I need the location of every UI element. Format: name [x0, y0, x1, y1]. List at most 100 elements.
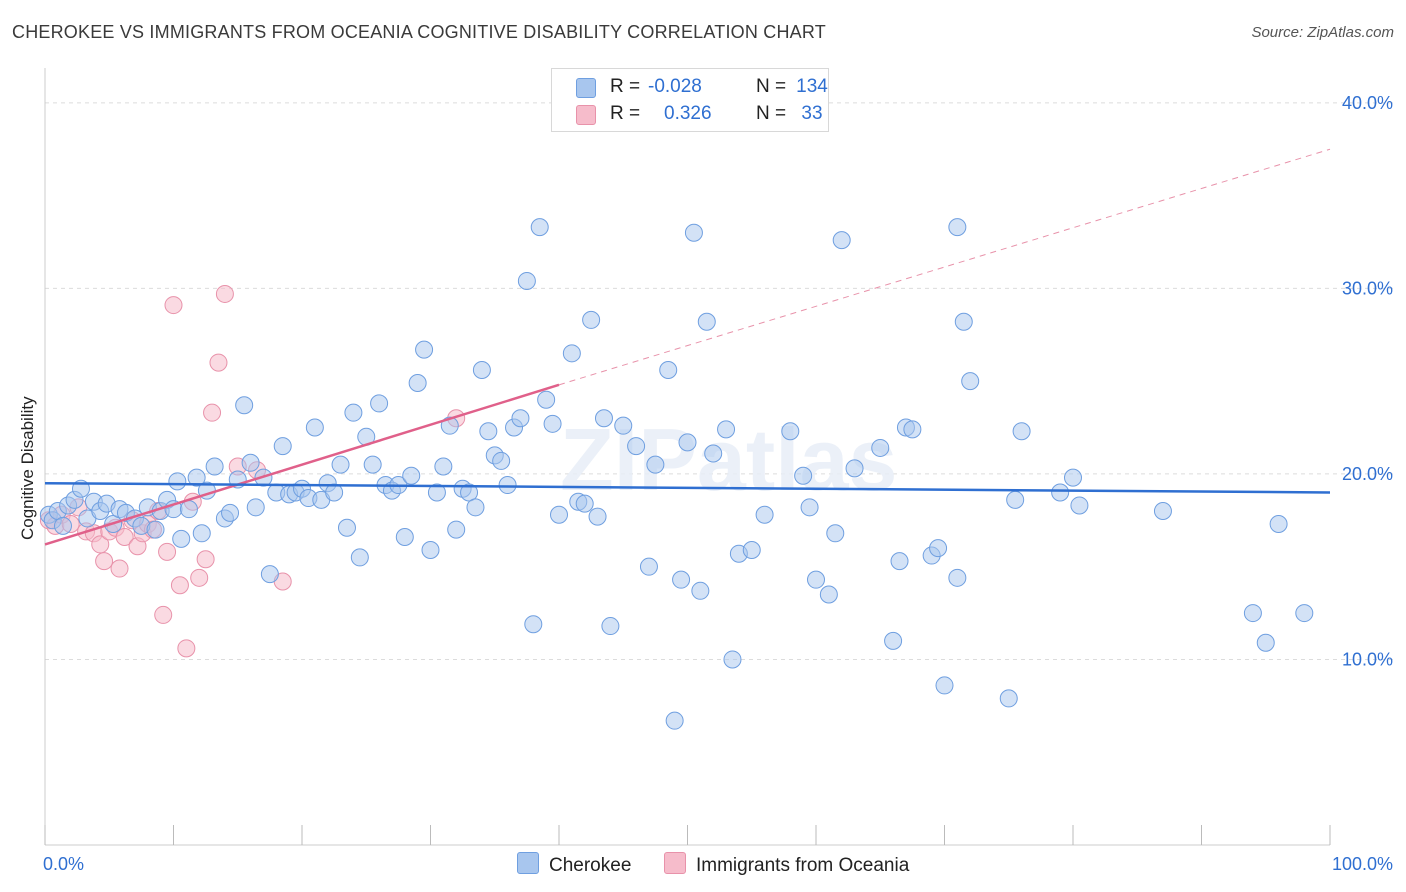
- cherokee-point: [498, 476, 517, 495]
- cherokee-point: [235, 396, 254, 415]
- cherokee-point: [543, 414, 562, 433]
- cherokee-point: [954, 312, 973, 331]
- y-tick-label: 20.0%: [1342, 464, 1393, 484]
- cherokee-point: [344, 403, 363, 422]
- cherokee-point: [415, 340, 434, 359]
- cherokee-point: [929, 539, 948, 558]
- cherokee-point: [460, 483, 479, 502]
- cherokee-point: [350, 548, 369, 567]
- cherokee-point: [684, 223, 703, 242]
- cherokee-point: [337, 518, 356, 537]
- n-value: 33: [801, 103, 823, 124]
- axes: [44, 68, 1331, 846]
- cherokee-point: [646, 455, 665, 474]
- cherokee-point: [890, 552, 909, 571]
- cherokee-point: [672, 570, 691, 589]
- cherokee-point: [601, 617, 620, 636]
- cherokee-point: [999, 689, 1018, 708]
- cherokee-point: [723, 650, 742, 669]
- cherokee-point: [492, 451, 511, 470]
- cherokee-point: [794, 466, 813, 485]
- cherokee-point: [845, 459, 864, 478]
- cherokee-point: [691, 581, 710, 600]
- oceania-point: [170, 576, 189, 595]
- oceania-point: [209, 353, 228, 372]
- cherokee-point: [659, 361, 678, 380]
- cherokee-point: [903, 420, 922, 439]
- oceania-point: [177, 639, 196, 658]
- cherokee-point: [562, 344, 581, 363]
- cherokee-point: [594, 409, 613, 428]
- cherokee-point: [205, 457, 224, 476]
- trend-lines: [44, 148, 1331, 546]
- oceania-point: [95, 552, 114, 571]
- cherokee-point: [697, 312, 716, 331]
- cherokee-point: [146, 520, 165, 539]
- oceania-point: [190, 568, 209, 587]
- cherokee-point: [742, 540, 761, 559]
- legend-label: Cherokee: [549, 855, 632, 876]
- source-credit: Source: ZipAtlas.com: [1251, 24, 1394, 41]
- cherokee-point: [826, 524, 845, 543]
- cherokee-point: [168, 472, 187, 491]
- cherokee-point: [575, 494, 594, 513]
- legend-item-cherokee: Cherokee: [517, 852, 631, 877]
- y-tick-label: 10.0%: [1342, 649, 1393, 669]
- cherokee-point: [472, 361, 491, 380]
- r-label: R =: [610, 76, 641, 97]
- cherokee-point: [511, 409, 530, 428]
- y-tick-label: 30.0%: [1342, 278, 1393, 298]
- cherokee-point: [192, 524, 211, 543]
- cherokee-point: [550, 505, 568, 524]
- correlation-legend: R = -0.028 N = 134 R = 0.326 N = 33: [551, 68, 829, 132]
- cherokee-points: [39, 218, 1314, 730]
- cherokee-point: [588, 507, 607, 526]
- cherokee-point: [179, 500, 198, 519]
- cherokee-point: [1006, 490, 1025, 509]
- cherokee-point: [755, 505, 774, 524]
- pink-swatch-icon: [576, 105, 596, 125]
- cherokee-point: [325, 483, 344, 502]
- pink-swatch-icon: [664, 852, 686, 874]
- oceania-point: [215, 284, 234, 303]
- cherokee-point: [1243, 604, 1262, 623]
- legend-label: Immigrants from Oceania: [696, 855, 910, 876]
- cherokee-point: [1051, 483, 1070, 502]
- cherokee-point: [241, 453, 260, 472]
- cherokee-trend-line: [44, 481, 1331, 494]
- r-label: R =: [610, 103, 641, 124]
- cherokee-point: [1295, 604, 1314, 623]
- blue-swatch-icon: [517, 852, 539, 874]
- cherokee-point: [1153, 502, 1172, 521]
- cherokee-point: [1256, 633, 1275, 652]
- cherokee-point: [517, 271, 536, 290]
- oceania-point: [110, 559, 129, 578]
- cherokee-point: [172, 529, 191, 548]
- cherokee-point: [1012, 422, 1031, 441]
- cherokee-point: [524, 615, 543, 634]
- cherokee-point: [948, 218, 967, 237]
- cherokee-point: [961, 372, 980, 391]
- cherokee-point: [421, 540, 440, 559]
- cherokee-point: [819, 585, 838, 604]
- oceania-point: [91, 535, 110, 554]
- oceania-point: [154, 605, 173, 624]
- cherokee-point: [370, 394, 389, 413]
- cherokee-point: [447, 520, 466, 539]
- oceania-trend-dashed: [558, 148, 1331, 386]
- cherokee-point: [717, 420, 736, 439]
- cherokee-point: [1064, 468, 1082, 487]
- cherokee-point: [305, 418, 324, 437]
- cherokee-point: [781, 422, 800, 441]
- n-label: N =: [756, 103, 787, 124]
- cherokee-point: [402, 466, 421, 485]
- cherokee-point: [1070, 496, 1089, 515]
- cherokee-point: [53, 516, 72, 535]
- cherokee-point: [440, 416, 459, 435]
- x-tick-label: 100.0%: [1332, 854, 1393, 874]
- cherokee-point: [935, 676, 954, 695]
- chart-title: CHEROKEE VS IMMIGRANTS FROM OCEANIA COGN…: [12, 22, 826, 42]
- r-value: -0.028: [648, 76, 702, 97]
- cherokee-point: [871, 438, 890, 457]
- cherokee-point: [614, 416, 633, 435]
